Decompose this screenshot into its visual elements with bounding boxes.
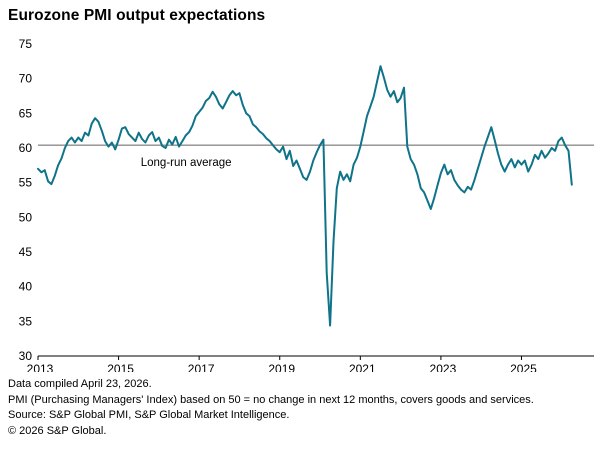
x-tick-label: 2017 xyxy=(188,362,215,372)
long-run-average-label: Long-run average xyxy=(141,157,232,169)
y-tick-label: 65 xyxy=(19,106,33,120)
y-tick-label: 50 xyxy=(19,210,33,224)
y-tick-label: 60 xyxy=(19,141,33,155)
y-tick-label: 55 xyxy=(19,176,33,190)
x-tick-label: 2019 xyxy=(268,362,295,372)
footnote-copyright: © 2026 S&P Global. xyxy=(8,424,107,437)
x-tick-label: 2013 xyxy=(27,362,54,372)
chart-title: Eurozone PMI output expectations xyxy=(8,7,266,24)
pmi-line-chart: 30 35 40 45 50 55 60 65 70 75 2013 2015 2017 2019 2021… xyxy=(19,37,594,376)
x-tick-label: 2023 xyxy=(430,362,457,372)
series-line-pmi-output-expectations xyxy=(37,65,573,327)
y-tick-label: 30 xyxy=(19,349,33,363)
y-tick-label: 45 xyxy=(19,245,33,259)
footnote-pmi-definition: PMI (Purchasing Managers' Index) based o… xyxy=(8,393,534,406)
footnote-data-compiled: Data compiled April 23, 2026. xyxy=(8,378,152,390)
x-tick-label: 2015 xyxy=(107,362,134,372)
y-tick-label: 75 xyxy=(19,37,33,51)
chart-footnotes: Data compiled April 23, 2026. PMI (Purch… xyxy=(8,377,596,439)
x-tick-label: 2021 xyxy=(349,362,376,372)
y-tick-label: 70 xyxy=(19,72,33,86)
x-tick-label: 2025 xyxy=(510,362,537,372)
y-tick-label: 35 xyxy=(19,314,33,328)
y-tick-label: 40 xyxy=(19,280,33,294)
footnote-source: Source: S&P Global PMI, S&P Global Marke… xyxy=(8,409,290,421)
chart-area: 30 35 40 45 50 55 60 65 70 75 2013 2015 2017 2019 2021… xyxy=(8,30,596,376)
